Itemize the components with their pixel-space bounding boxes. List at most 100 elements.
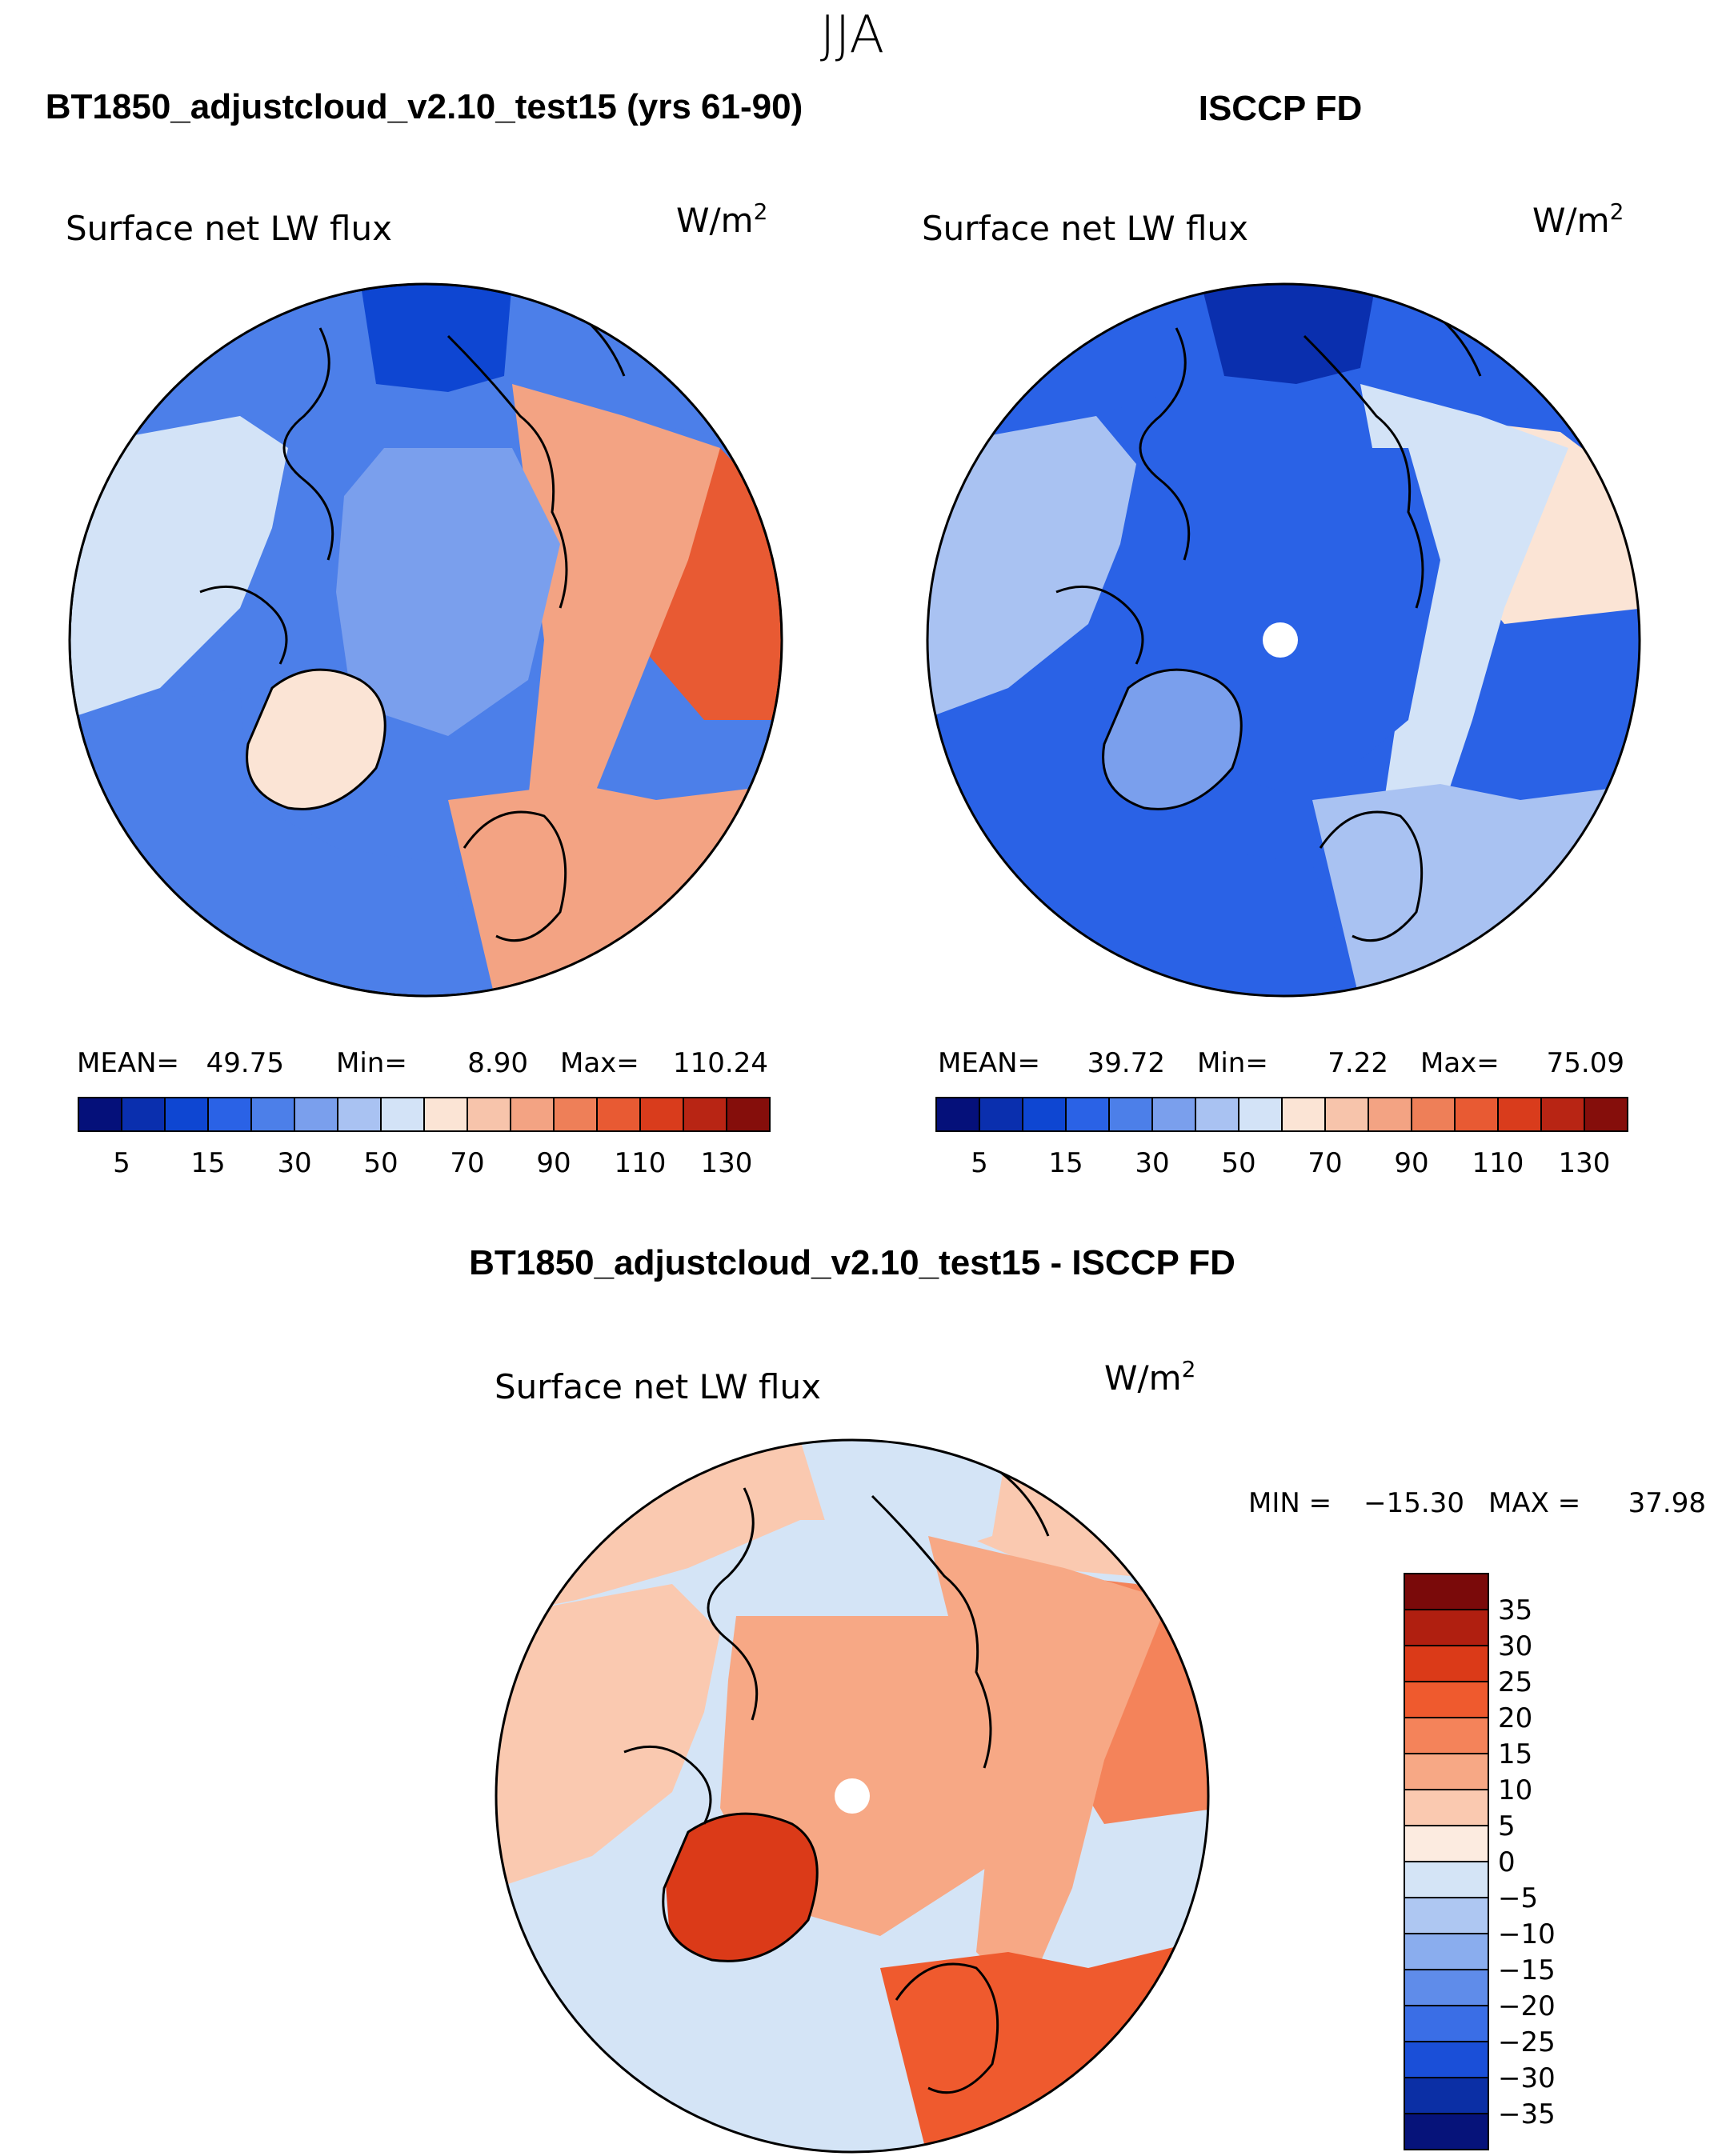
panel-model-subtitle: Surface net LW flux xyxy=(66,209,392,248)
colorbar-model: 5 15 30 50 70 90 110 130 xyxy=(78,1097,771,1179)
colorbar-obs: 5 15 30 50 70 90 110 130 xyxy=(935,1097,1628,1179)
colorbar-tick-label: 110 xyxy=(1472,1147,1524,1179)
stat-mean-value: 39.72 xyxy=(1087,1047,1165,1079)
colorbar-swatch xyxy=(1404,1789,1489,1826)
region-europe xyxy=(1312,784,1640,996)
colorbar-swatch xyxy=(510,1097,555,1132)
colorbar-swatch xyxy=(1281,1097,1326,1132)
colorbar-tick-label: −30 xyxy=(1498,2062,1556,2094)
colorbar-tick-label: 35 xyxy=(1498,1594,1532,1626)
panel-model-units-exp: 2 xyxy=(754,198,768,225)
region-arctic-ocean xyxy=(336,448,560,736)
season-title: JJA xyxy=(820,6,884,65)
colorbar-tick-label: 50 xyxy=(363,1147,398,1179)
panel-diff-units-base: W/m xyxy=(1104,1358,1182,1398)
colorbar-tick-label: 15 xyxy=(190,1147,225,1179)
panel-obs-subtitle: Surface net LW flux xyxy=(922,209,1248,248)
stat-max-label: MAX = xyxy=(1488,1487,1580,1519)
panel-obs-units-exp: 2 xyxy=(1610,198,1624,225)
colorbar-swatch xyxy=(467,1097,511,1132)
colorbar-swatch xyxy=(337,1097,382,1132)
colorbar-tick-label: 130 xyxy=(1559,1147,1611,1179)
colorbar-tick-label: 50 xyxy=(1221,1147,1255,1179)
colorbar-tick-label: 90 xyxy=(1394,1147,1428,1179)
stat-mean-value: 49.75 xyxy=(206,1047,284,1079)
colorbar-swatch xyxy=(1324,1097,1369,1132)
panel-obs-units: W/m2 xyxy=(1532,198,1624,240)
colorbar-tick-label: 15 xyxy=(1048,1147,1083,1179)
colorbar-tick-label: 130 xyxy=(701,1147,753,1179)
stat-min-label: Min= xyxy=(336,1047,407,1079)
panel-model-units: W/m2 xyxy=(676,198,767,240)
colorbar-tick-label: 0 xyxy=(1498,1846,1516,1878)
stat-max-value: 110.24 xyxy=(673,1047,768,1079)
colorbar-swatch xyxy=(726,1097,771,1132)
region-greenland xyxy=(246,670,386,810)
colorbar-swatch xyxy=(1022,1097,1067,1132)
region-canada xyxy=(70,416,288,720)
panel-diff-units: W/m2 xyxy=(1104,1356,1195,1398)
colorbar-swatch xyxy=(1404,1861,1489,1898)
colorbar-swatch xyxy=(935,1097,980,1132)
region-greenland xyxy=(1103,670,1242,810)
region-bering-sea xyxy=(360,284,512,392)
colorbar-swatch xyxy=(1404,2041,1489,2078)
panel-model-stats: MEAN= 49.75 Min= 8.90 Max= 110.24 xyxy=(77,1047,768,1079)
stat-max-label: Max= xyxy=(1420,1047,1500,1079)
stat-min-value: 8.90 xyxy=(467,1047,528,1079)
panel-obs-title: ISCCP FD xyxy=(1199,89,1363,128)
colorbar-tick-label: 5 xyxy=(1498,1810,1516,1842)
panel-model-map xyxy=(70,284,782,996)
pole-missing-data xyxy=(1263,622,1298,658)
colorbar-swatch xyxy=(1404,1969,1489,2006)
colorbar-swatch xyxy=(207,1097,252,1132)
colorbar-swatch xyxy=(1540,1097,1585,1132)
stat-mean-label: MEAN= xyxy=(938,1047,1040,1079)
coastlines xyxy=(623,1470,1050,2094)
colorbar-tick-label: 110 xyxy=(615,1147,667,1179)
colorbar-swatch xyxy=(78,1097,122,1132)
colorbar-swatch xyxy=(683,1097,727,1132)
colorbar-swatch xyxy=(1108,1097,1153,1132)
colorbar-tick-label: 10 xyxy=(1498,1774,1532,1806)
colorbar-tick-label: 20 xyxy=(1498,1702,1532,1734)
colorbar-tick-label: 15 xyxy=(1498,1738,1532,1770)
colorbar-tick-label: −5 xyxy=(1498,1882,1538,1914)
panel-diff: BT1850_adjustcloud_v2.10_test15 - ISCCP … xyxy=(469,1243,1706,2154)
colorbar-swatch xyxy=(250,1097,295,1132)
colorbar-swatch xyxy=(979,1097,1023,1132)
colorbar-swatch xyxy=(1404,1609,1489,1646)
colorbar-swatch xyxy=(1404,1753,1489,1790)
colorbar-tick-label: 30 xyxy=(277,1147,311,1179)
colorbar-swatch xyxy=(1411,1097,1456,1132)
panel-obs-map xyxy=(927,284,1640,996)
region-greenland xyxy=(663,1814,818,1962)
stat-mean-label: MEAN= xyxy=(77,1047,179,1079)
panel-obs: ISCCP FD Surface net LW flux W/m2 xyxy=(922,89,1641,1179)
colorbar-swatch xyxy=(1151,1097,1196,1132)
colorbar-swatch xyxy=(1065,1097,1110,1132)
stat-max-label: Max= xyxy=(560,1047,639,1079)
colorbar-tick-label: −10 xyxy=(1498,1918,1556,1950)
colorbar-swatch xyxy=(1404,2005,1489,2042)
colorbar-swatch xyxy=(1238,1097,1283,1132)
colorbar-swatch xyxy=(1368,1097,1412,1132)
stat-max-value: 75.09 xyxy=(1547,1047,1624,1079)
colorbar-tick-label: −15 xyxy=(1498,1954,1556,1986)
colorbar-swatch xyxy=(639,1097,684,1132)
colorbar-swatch xyxy=(553,1097,598,1132)
panel-diff-stats: MIN = −15.30 MAX = 37.98 xyxy=(1248,1487,1706,1519)
colorbar-swatch xyxy=(1404,1897,1489,1934)
colorbar-swatch xyxy=(294,1097,338,1132)
colorbar-swatch xyxy=(1404,1825,1489,1862)
colorbar-tick-label: 5 xyxy=(971,1147,988,1179)
colorbar-swatch xyxy=(1404,1933,1489,1970)
colorbar-swatch xyxy=(1404,1573,1489,1610)
colorbar-swatch xyxy=(596,1097,641,1132)
colorbar-swatch xyxy=(1404,1645,1489,1682)
colorbar-swatch xyxy=(1404,2077,1489,2114)
colorbar-tick-label: 25 xyxy=(1498,1666,1532,1698)
colorbar-tick-label: −20 xyxy=(1498,1990,1556,2022)
colorbar-swatch xyxy=(1195,1097,1239,1132)
